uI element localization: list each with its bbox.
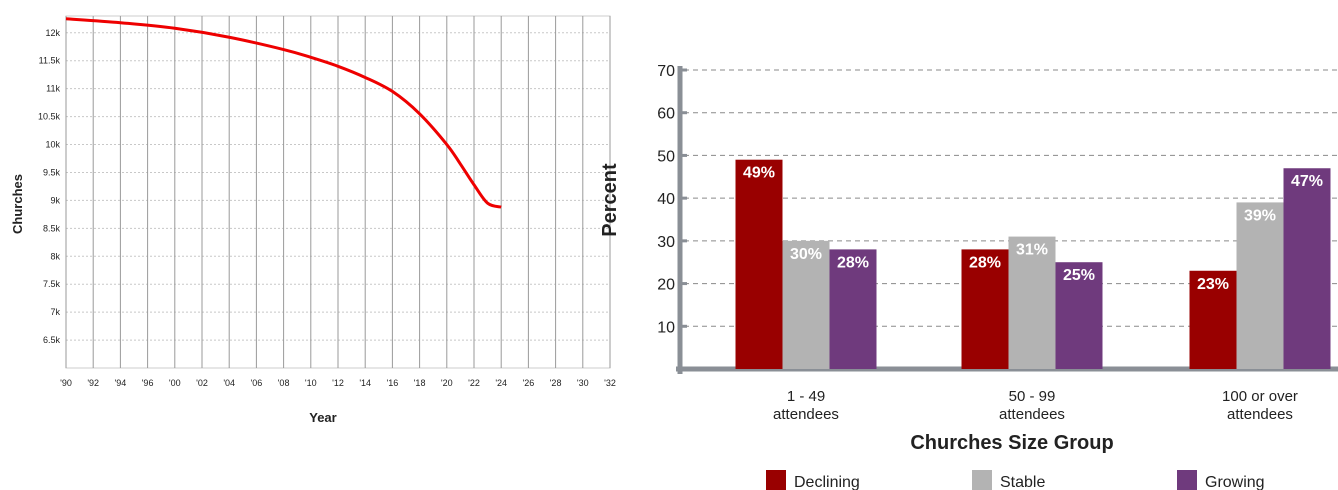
category-label: attendees — [999, 406, 1065, 423]
y-tick-label: 10 — [657, 319, 675, 336]
x-tick-label: '24 — [495, 378, 507, 388]
data-label: 31% — [1016, 242, 1048, 259]
x-tick-label: '22 — [468, 378, 480, 388]
x-tick-label: '14 — [359, 378, 371, 388]
y-tick-label: 30 — [657, 234, 675, 251]
y-tick-label: 6.5k — [43, 335, 61, 345]
y-tick-label: 8k — [50, 251, 60, 261]
x-tick-label: '26 — [523, 378, 535, 388]
bar — [782, 240, 830, 369]
x-tick-label: '96 — [142, 378, 154, 388]
legend-swatch — [972, 470, 992, 490]
legend-swatch — [1177, 470, 1197, 490]
line-chart: 6.5k 7k 7.5k 8k 8.5k 9k 9.5k 10k 10.5k 11k 11.5k 12… — [10, 15, 616, 425]
bar — [1283, 168, 1331, 369]
bar — [829, 249, 877, 369]
series-line — [65, 17, 502, 209]
series — [65, 17, 502, 209]
y-tick-label: 12k — [45, 28, 60, 38]
grid — [65, 15, 611, 369]
x-tick-label: '18 — [414, 378, 426, 388]
y-tick-label: 50 — [657, 148, 675, 165]
y-tick-label: 10.5k — [38, 112, 61, 122]
x-tick-label: '32 — [604, 378, 616, 388]
x-axis-title: Year — [309, 410, 336, 425]
x-tick-label: '02 — [196, 378, 208, 388]
category-label: 1 - 49 — [787, 388, 825, 405]
bar — [1189, 270, 1237, 369]
legend: Declining Stable Growing — [766, 470, 1265, 490]
y-tick-label: 40 — [657, 191, 675, 208]
y-tick-label: 60 — [657, 106, 675, 123]
x-tick-label: '28 — [550, 378, 562, 388]
bar — [735, 159, 783, 369]
y-tick-label: 10k — [45, 140, 60, 150]
bar — [1055, 262, 1103, 369]
x-tick-label: '30 — [577, 378, 589, 388]
x-axis-title: Churches Size Group — [910, 432, 1113, 454]
category-label: 100 or over — [1222, 388, 1298, 405]
y-tick-labels: 6.5k 7k 7.5k 8k 8.5k 9k 9.5k 10k 10.5k 11k 11.5k 12… — [38, 28, 61, 345]
bars: 49% 30% 28% 28% 31% 25% 23% 39% 47% — [735, 159, 1331, 369]
x-tick-label: '94 — [115, 378, 127, 388]
x-tick-label: '12 — [332, 378, 344, 388]
y-tick-label: 11.5k — [39, 56, 61, 66]
y-tick-label: 7k — [50, 307, 60, 317]
y-tick-label: 11k — [46, 84, 60, 94]
category-label: attendees — [1227, 406, 1293, 423]
x-tick-label: '16 — [387, 378, 399, 388]
x-tick-label: '06 — [251, 378, 263, 388]
x-tick-label: '20 — [441, 378, 453, 388]
data-label: 28% — [837, 254, 869, 271]
category-label: 50 - 99 — [1009, 388, 1056, 405]
y-tick-label: 8.5k — [43, 223, 61, 233]
category-label: attendees — [773, 406, 839, 423]
x-tick-label: '04 — [223, 378, 235, 388]
y-tick-label: 9k — [50, 195, 60, 205]
y-tick-label: 20 — [657, 277, 675, 294]
y-tick-label: 9.5k — [43, 167, 61, 177]
data-label: 39% — [1244, 207, 1276, 224]
y-tick-label: 70 — [657, 63, 675, 80]
data-label: 25% — [1063, 267, 1095, 284]
bar — [1236, 202, 1284, 369]
legend-label: Declining — [794, 474, 860, 490]
legend-label: Stable — [1000, 474, 1045, 490]
x-tick-label: '10 — [305, 378, 317, 388]
x-tick-labels: '90 '92 '94 '96 '00 '02 '04 '06 '08 '10 '12 '14 '16 '… — [60, 378, 616, 388]
legend-label: Growing — [1205, 474, 1265, 490]
x-tick-label: '00 — [169, 378, 181, 388]
data-label: 23% — [1197, 276, 1229, 293]
data-label: 28% — [969, 254, 1001, 271]
x-tick-label: '92 — [87, 378, 99, 388]
data-label: 47% — [1291, 173, 1323, 190]
data-label: 30% — [790, 246, 822, 263]
y-tick-label: 7.5k — [43, 279, 61, 289]
legend-swatch — [766, 470, 786, 490]
y-axis-title: Percent — [599, 163, 621, 237]
bar — [1008, 236, 1056, 369]
x-tick-label: '90 — [60, 378, 72, 388]
data-label: 49% — [743, 165, 775, 182]
x-tick-label: '08 — [278, 378, 290, 388]
y-axis-title: Churches — [10, 174, 25, 234]
bar — [961, 249, 1009, 369]
